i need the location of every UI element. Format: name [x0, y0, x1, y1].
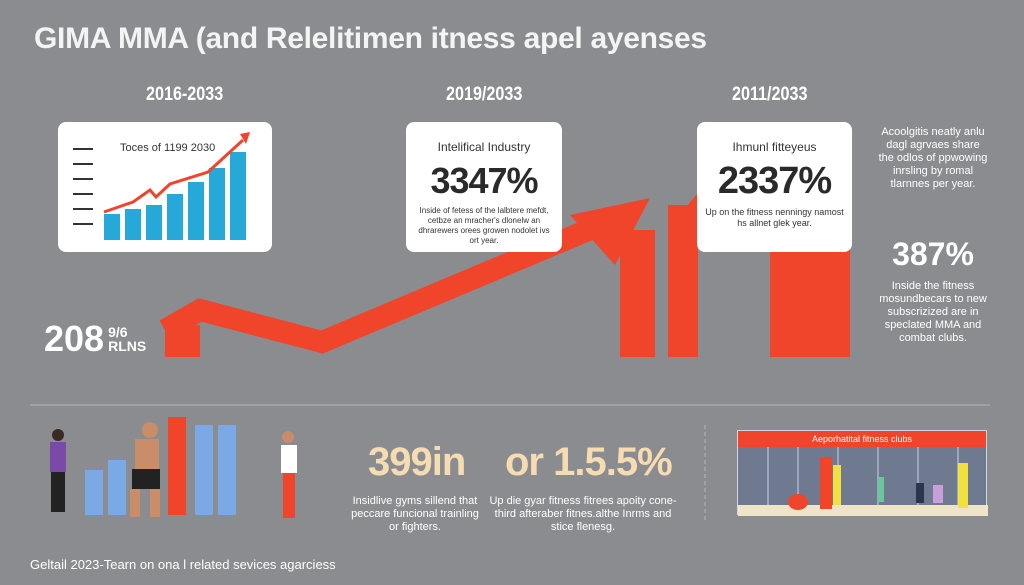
mini-bar-chart — [73, 132, 250, 240]
bottom-stat-value: or 1.5.5% — [505, 440, 673, 484]
left-stat-sub: RLNS — [108, 338, 147, 354]
left-stat-unit: 9/6 RLNS — [108, 325, 146, 353]
growth-chart-card: Toces of 1199 2030 — [58, 122, 272, 252]
footer-text: Geltail 2023-Tearn on ona l related sevi… — [30, 557, 336, 572]
card-heading: Intelifical Industry — [437, 140, 531, 154]
fitness-club-scene: Aeporhatital fitness clubs — [737, 430, 988, 516]
right-text-2: Inside the fitness mosundbecars to new s… — [879, 280, 987, 344]
stat-card-fitness: Ihmunl fitteyeus 2337% Up on the fitness… — [697, 122, 852, 252]
stat-card-industry: Intelifical Industry 3347% Inside of fet… — [406, 122, 562, 252]
card-value: 2337% — [717, 160, 832, 202]
chart-card-title: Toces of 1199 2030 — [120, 142, 216, 154]
card-value: 3347% — [430, 160, 538, 201]
right-text-1: Acoolgitis neatly anlu dagl agrvaes shar… — [878, 126, 988, 190]
card-heading: Ihmunl fitteyeus — [732, 140, 817, 154]
card-text: Inside of fetess of the lalbtere mefdt, … — [418, 206, 550, 245]
club-banner: Aeporhatital fitness clubs — [738, 431, 986, 447]
page-title: GIMA MMA (and Relelitimen itness apel ay… — [34, 22, 707, 55]
gym-interior-illustration — [738, 447, 988, 516]
left-stat-value: 208 — [44, 318, 105, 359]
right-stat-value: 387% — [892, 236, 974, 272]
bottom-stat-text: Insidlive gyms sillend that peccare func… — [351, 495, 479, 533]
card-text: Up on the fitness nenningy namost hs all… — [705, 207, 844, 228]
bottom-stat-text: Up die gyar fitness fitrees apoity cone-… — [489, 495, 677, 533]
year-label: 2019/2033 — [446, 84, 523, 105]
left-stat: 208 9/6 RLNS — [44, 318, 146, 360]
year-label: 2011/2033 — [732, 84, 808, 105]
bottom-stat-value: 399in — [368, 440, 466, 484]
year-label: 2016-2033 — [146, 84, 224, 105]
left-stat-sup: 9/6 — [108, 324, 128, 340]
athletes-illustration — [50, 417, 297, 518]
